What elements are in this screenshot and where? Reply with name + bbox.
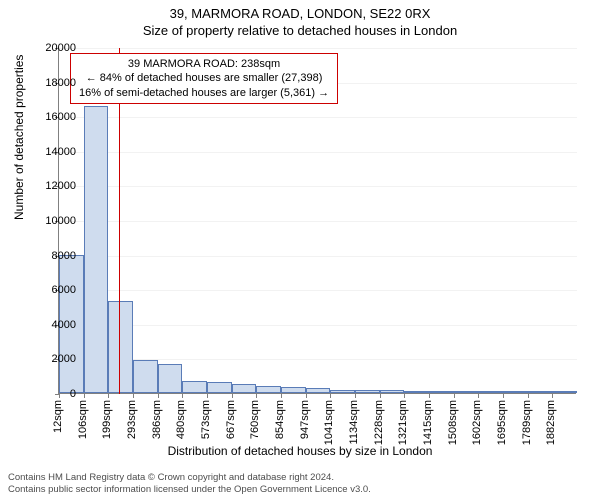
y-axis-label: Number of detached properties [12,55,26,220]
xtick-label: 1041sqm [323,400,335,445]
xtick-mark [330,394,331,398]
xtick-label: 1882sqm [545,400,557,445]
xtick-mark [182,394,183,398]
ytick-label: 2000 [52,353,76,365]
xtick-mark [133,394,134,398]
histogram-bar [454,391,479,393]
xtick-label: 1134sqm [348,400,360,444]
ytick-label: 20000 [45,42,76,54]
xtick-mark [503,394,504,398]
ytick-label: 8000 [52,250,76,262]
histogram-bar [404,391,429,393]
annotation-box: 39 MARMORA ROAD: 238sqm ← 84% of detache… [70,53,338,104]
gridline [59,256,577,257]
histogram-bar [478,391,503,393]
gridline [59,290,577,291]
xtick-mark [108,394,109,398]
xtick-label: 947sqm [299,400,311,439]
annotation-line-3: 16% of semi-detached houses are larger (… [79,86,329,100]
xtick-label: 760sqm [249,400,261,439]
gridline [59,152,577,153]
chart-title-subtitle: Size of property relative to detached ho… [0,21,600,38]
histogram-bar [108,301,133,393]
histogram-bar [84,106,109,393]
xtick-mark [59,394,60,398]
xtick-mark [306,394,307,398]
ytick-label: 16000 [45,111,76,123]
histogram-bar [552,391,577,393]
histogram-bar [256,386,281,393]
gridline [59,325,577,326]
xtick-mark [84,394,85,398]
xtick-mark [355,394,356,398]
ytick-label: 10000 [45,215,76,227]
ytick-label: 0 [70,388,76,400]
xtick-mark [478,394,479,398]
footer-line-2: Contains public sector information licen… [8,484,371,496]
histogram-bar [528,391,553,393]
xtick-label: 386sqm [151,400,163,439]
gridline [59,117,577,118]
gridline [59,186,577,187]
x-axis-label: Distribution of detached houses by size … [0,444,600,458]
xtick-label: 293sqm [126,400,138,439]
xtick-mark [380,394,381,398]
histogram-bar [232,384,257,393]
annotation-line-1: 39 MARMORA ROAD: 238sqm [79,57,329,71]
ytick-label: 12000 [45,180,76,192]
xtick-label: 1508sqm [447,400,459,445]
xtick-mark [404,394,405,398]
xtick-mark [528,394,529,398]
gridline [59,221,577,222]
histogram-bar [503,391,528,393]
xtick-label: 1415sqm [422,400,434,445]
chart-container: 39, MARMORA ROAD, LONDON, SE22 0RX Size … [0,0,600,500]
xtick-label: 12sqm [52,400,64,433]
ytick-label: 4000 [52,319,76,331]
xtick-label: 106sqm [77,400,89,439]
xtick-label: 1321sqm [397,400,409,445]
xtick-label: 1789sqm [521,400,533,445]
footer-line-1: Contains HM Land Registry data © Crown c… [8,472,371,484]
histogram-bar [355,390,380,393]
xtick-mark [281,394,282,398]
xtick-label: 199sqm [101,400,113,439]
ytick-label: 18000 [45,77,76,89]
chart-area: 39 MARMORA ROAD: 238sqm ← 84% of detache… [58,48,576,394]
xtick-label: 1695sqm [496,400,508,445]
histogram-bar [182,381,207,393]
histogram-bar [429,391,454,393]
xtick-label: 1228sqm [373,400,385,445]
chart-title-address: 39, MARMORA ROAD, LONDON, SE22 0RX [0,0,600,21]
xtick-label: 1602sqm [471,400,483,445]
histogram-bar [330,390,355,393]
xtick-mark [429,394,430,398]
histogram-bar [158,364,183,393]
attribution-footer: Contains HM Land Registry data © Crown c… [8,472,371,496]
xtick-label: 854sqm [274,400,286,439]
histogram-bar [133,360,158,393]
xtick-label: 480sqm [175,400,187,439]
histogram-bar [207,382,232,393]
annotation-line-2: ← 84% of detached houses are smaller (27… [79,71,329,85]
xtick-mark [552,394,553,398]
xtick-mark [232,394,233,398]
xtick-mark [207,394,208,398]
xtick-mark [256,394,257,398]
xtick-label: 573sqm [200,400,212,439]
histogram-bar [380,390,405,393]
xtick-mark [158,394,159,398]
ytick-label: 14000 [45,146,76,158]
histogram-bar [306,388,331,393]
xtick-mark [454,394,455,398]
ytick-label: 6000 [52,284,76,296]
gridline [59,48,577,49]
histogram-bar [281,387,306,393]
xtick-label: 667sqm [225,400,237,439]
